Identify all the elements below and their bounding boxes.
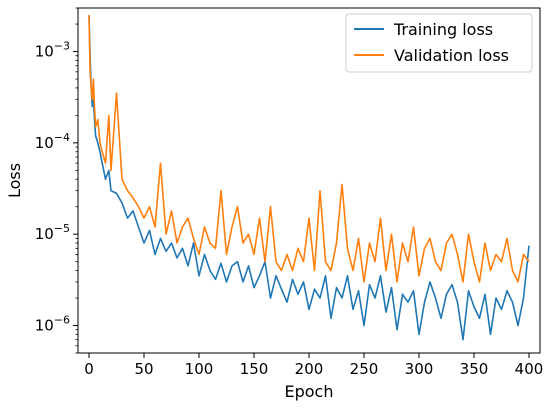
x-tick-label: 400 (515, 360, 544, 378)
plot-lines (88, 15, 530, 341)
y-tick-label: 10−5 (35, 222, 70, 243)
x-tick-label: 150 (240, 360, 269, 378)
x-tick-label: 50 (134, 360, 153, 378)
legend-box (345, 13, 533, 73)
x-tick-label: 0 (84, 360, 94, 378)
series-line-validation (88, 15, 530, 283)
y-tick-label: 10−4 (35, 131, 70, 152)
y-tick-label: 10−3 (35, 40, 70, 61)
x-axis-label: Epoch (285, 382, 334, 401)
y-axis: 10−6 10−5 10−4 10−3 (35, 7, 78, 354)
legend-label-validation: Validation loss (394, 46, 509, 65)
x-tick-label: 300 (405, 360, 434, 378)
y-axis-label: Loss (5, 163, 24, 198)
x-tick-label: 350 (460, 360, 489, 378)
legend-label-training: Training loss (393, 20, 493, 39)
y-tick-label: 10−6 (35, 314, 70, 335)
series-line-training (88, 15, 530, 341)
legend: Training loss Validation loss (345, 13, 533, 73)
x-tick-label: 250 (350, 360, 379, 378)
x-tick-label: 100 (185, 360, 214, 378)
x-axis: 0 50 100 150 200 250 300 350 400 (84, 353, 543, 378)
x-tick-label: 200 (295, 360, 324, 378)
